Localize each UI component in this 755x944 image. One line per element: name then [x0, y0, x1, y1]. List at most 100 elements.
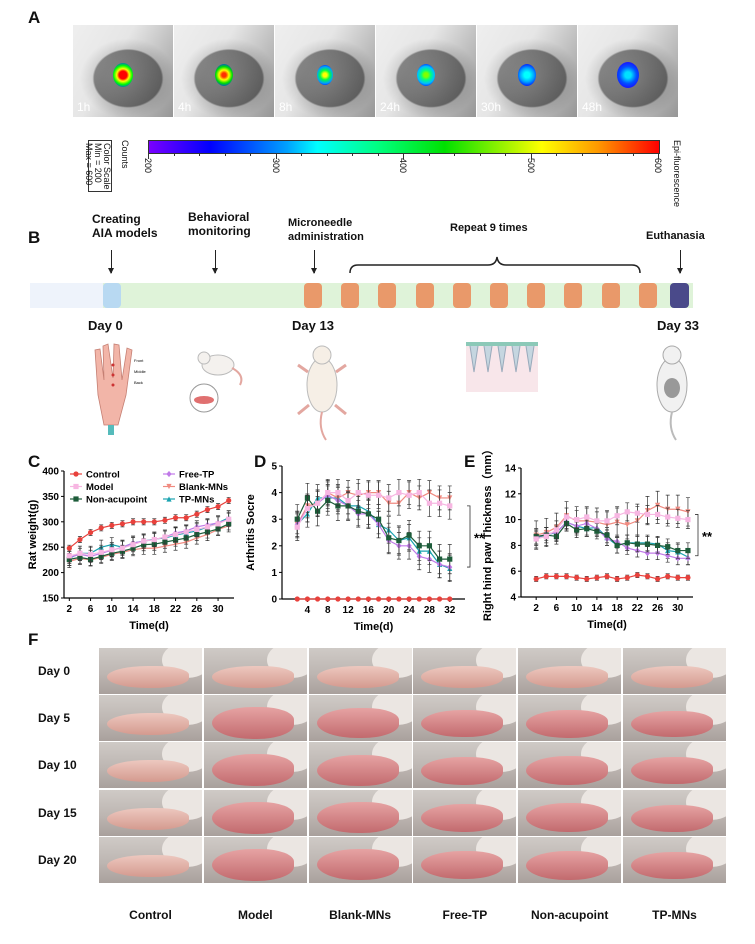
data-point	[563, 514, 570, 520]
y-tick-label: 2	[271, 541, 277, 552]
x-tick-label: 28	[424, 605, 436, 616]
timeline-dose	[452, 283, 471, 308]
x-tick-label: 4	[305, 605, 311, 616]
legend-label: Control	[86, 470, 120, 481]
data-point	[624, 540, 630, 546]
scale-tick	[352, 153, 353, 156]
hand-label-middle: Middle	[134, 369, 147, 374]
fluorescence-signal	[417, 64, 435, 86]
series-blank-mns	[294, 480, 453, 537]
x-tick-label: 22	[632, 603, 644, 614]
data-point	[162, 517, 168, 523]
paw-photo	[518, 836, 622, 883]
timepoint-label: 24h	[380, 100, 401, 114]
scale-tick	[326, 153, 328, 156]
x-tick-label: 26	[191, 604, 203, 615]
series-line	[296, 491, 450, 528]
y-tick-label: 4	[271, 488, 277, 499]
x-tick-label: 2	[533, 603, 539, 614]
data-point	[685, 575, 691, 581]
fluorescence-signal	[518, 64, 536, 86]
paw-photo	[99, 695, 202, 742]
data-point	[574, 517, 580, 523]
data-point	[345, 596, 351, 602]
paw-photo	[623, 836, 726, 883]
y-tick-label: 0	[271, 595, 277, 606]
row-label: Day 10	[38, 758, 77, 773]
data-point	[141, 538, 147, 544]
series-line	[69, 517, 229, 559]
paw-photo	[203, 742, 307, 789]
x-tick-label: 22	[170, 604, 182, 615]
y-axis-label: Arthritis Socre	[245, 494, 257, 570]
scale-tick	[224, 153, 226, 156]
x-tick-label: 12	[343, 605, 355, 616]
paw	[316, 666, 399, 688]
panel-label-c: C	[28, 452, 41, 471]
fluorescence-signal	[617, 62, 639, 88]
data-point	[654, 511, 661, 518]
data-point	[355, 508, 361, 514]
data-point	[584, 514, 590, 520]
data-point	[624, 522, 630, 528]
day-0-label: Day 0	[88, 318, 123, 333]
x-tick-label: 20	[383, 605, 395, 616]
x-tick-label: 30	[672, 603, 684, 614]
timeline-dose	[564, 283, 583, 308]
data-point	[406, 596, 412, 602]
paw-photo	[308, 836, 412, 883]
series-line	[296, 494, 450, 568]
data-point	[325, 596, 331, 602]
series-control	[66, 497, 232, 552]
data-point	[162, 534, 168, 540]
arrow-day33	[677, 250, 683, 274]
hand-label-front: Front	[134, 358, 144, 363]
series-line	[69, 525, 229, 563]
data-point	[365, 511, 372, 517]
data-point	[584, 576, 590, 582]
paw	[631, 666, 713, 688]
data-point	[426, 500, 433, 506]
paw-photo	[518, 742, 622, 789]
fluorescence-signal	[317, 65, 333, 85]
data-point	[109, 547, 115, 553]
y-tick-label: 12	[505, 489, 517, 500]
panel-label-d: D	[254, 452, 267, 471]
data-point	[604, 532, 610, 538]
data-point	[533, 576, 539, 582]
paw-photo	[518, 789, 622, 836]
legend-marker	[166, 470, 172, 478]
legend-marker	[166, 496, 172, 502]
data-point	[396, 537, 402, 544]
paw	[316, 708, 399, 739]
hand-injection-illustration: Front Middle Back	[94, 343, 147, 435]
data-point	[87, 529, 94, 536]
data-point	[204, 507, 211, 513]
data-point	[294, 524, 300, 530]
timeline-model-creation	[103, 283, 121, 308]
paw-photo	[623, 789, 726, 836]
row-label: Day 15	[38, 805, 77, 820]
data-point	[141, 519, 147, 525]
hand-label-back: Back	[134, 380, 143, 385]
data-point	[109, 522, 115, 528]
data-point	[665, 544, 671, 550]
data-point	[66, 553, 72, 559]
data-point	[226, 497, 232, 504]
timeline-dose	[341, 283, 360, 308]
scale-tick	[530, 153, 532, 159]
legend-marker	[73, 471, 79, 477]
data-point	[375, 596, 382, 602]
paw	[421, 710, 504, 738]
paw-photo	[518, 648, 622, 694]
paw-photo	[623, 648, 726, 694]
scale-tick	[556, 153, 557, 156]
day-13-label: Day 13	[292, 318, 334, 333]
paw	[107, 760, 189, 783]
event-behavioral-monitoring: Behavioral monitoring	[188, 210, 251, 238]
row-label: Day 0	[38, 664, 71, 678]
scale-tick	[505, 153, 506, 156]
